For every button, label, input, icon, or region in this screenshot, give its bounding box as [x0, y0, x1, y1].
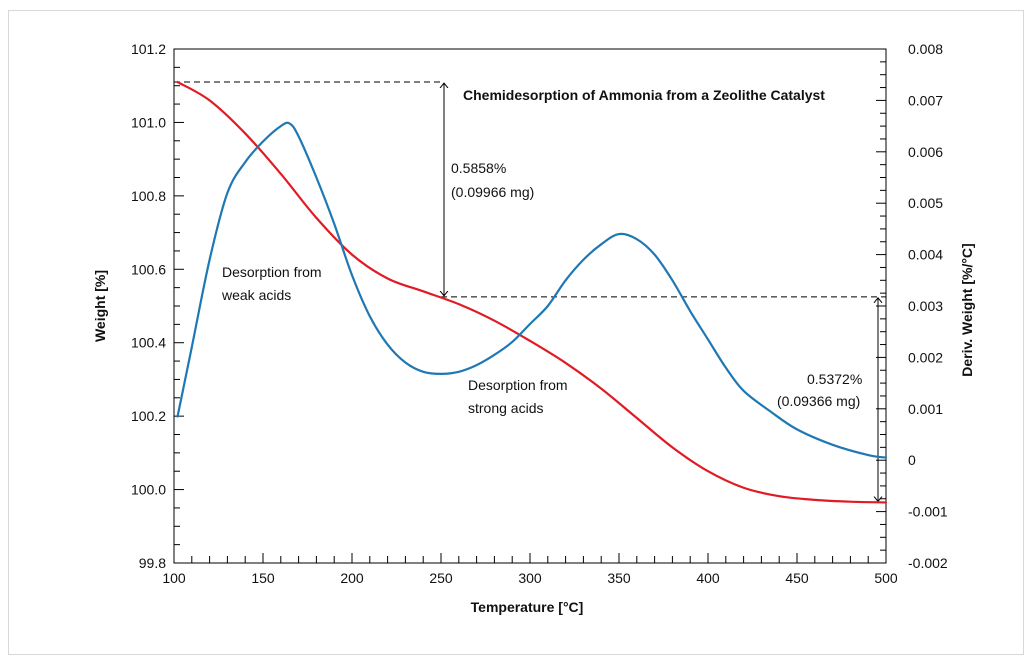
series-group: [176, 80, 888, 504]
step1-percent-label: 0.5858%: [451, 160, 506, 176]
y-tick-label: 100.4: [131, 335, 166, 351]
y2-axis-title: Deriv. Weight [%/°C]: [959, 243, 975, 376]
x-tick-label: 200: [340, 570, 364, 586]
x-tick-label: 350: [607, 570, 631, 586]
y2-tick-label: 0.003: [908, 298, 943, 314]
y-tick-label: 101.2: [131, 41, 166, 57]
y2-tick-label: 0.007: [908, 92, 943, 108]
x-tick-label: 100: [162, 570, 186, 586]
y-tick-label: 100.6: [131, 261, 166, 277]
x-tick-label: 150: [251, 570, 275, 586]
x-tick-label: 300: [518, 570, 542, 586]
step1-mass-label: (0.09966 mg): [451, 184, 534, 200]
x-axis-title: Temperature [°C]: [471, 599, 584, 615]
y2-tick-label: 0.005: [908, 195, 943, 211]
y-axis-right: -0.002 -0.001 0 0.001 0.002 0.003 0.004 0.005 0.…: [876, 41, 948, 571]
y2-tick-label: -0.002: [908, 555, 948, 571]
x-axis: 100 150 200 250 300 350 400 450 500: [162, 553, 898, 586]
y2-tick-label: 0: [908, 452, 916, 468]
y2-tick-label: -0.001: [908, 504, 948, 520]
step2-mass-label: (0.09366 mg): [777, 393, 860, 409]
step2-percent-label: 0.5372%: [807, 371, 862, 387]
x-tick-label: 450: [785, 570, 809, 586]
derivative-weight-line: [176, 121, 888, 459]
strong-acid-label-line1: Desorption from: [468, 377, 568, 393]
y2-tick-label: 0.001: [908, 401, 943, 417]
y2-tick-label: 0.004: [908, 247, 943, 263]
y-axis-title: Weight [%]: [92, 270, 108, 342]
chart-title: Chemidesorption of Ammonia from a Zeolit…: [463, 87, 825, 103]
weak-acid-label-line2: weak acids: [221, 287, 291, 303]
y-axis-left: 99.8 100.0 100.2 100.4 100.6 100.8 101.0 101.2: [131, 41, 184, 571]
weight-line: [176, 80, 888, 504]
x-tick-label: 500: [874, 570, 898, 586]
y-tick-label: 100.2: [131, 408, 166, 424]
y2-tick-label: 0.006: [908, 144, 943, 160]
weak-acid-label-line1: Desorption from: [222, 264, 322, 280]
y2-tick-label: 0.008: [908, 41, 943, 57]
y-tick-label: 100.8: [131, 188, 166, 204]
y2-tick-label: 0.002: [908, 349, 943, 365]
guide-lines: [174, 81, 886, 501]
x-tick-label: 250: [429, 570, 453, 586]
y-tick-label: 101.0: [131, 114, 166, 130]
strong-acid-label-line2: strong acids: [468, 400, 543, 416]
y-tick-label: 100.0: [131, 482, 166, 498]
y-tick-label: 99.8: [139, 555, 166, 571]
x-tick-label: 400: [696, 570, 720, 586]
